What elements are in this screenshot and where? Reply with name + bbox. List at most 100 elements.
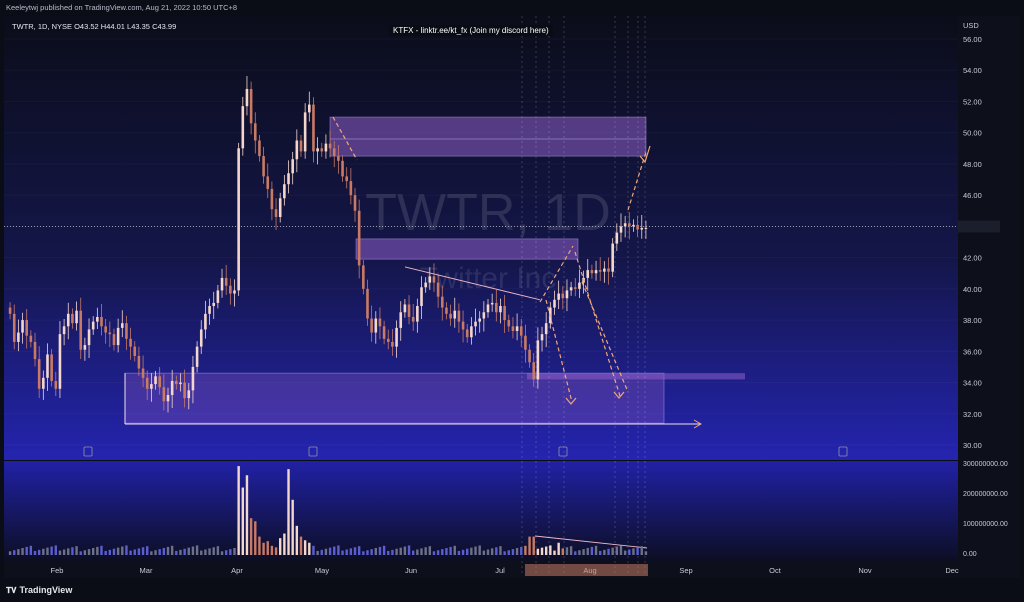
candle: [632, 219, 635, 232]
candle-body: [337, 156, 340, 161]
candle-body: [615, 232, 619, 244]
price-tick-label: 54.00: [963, 66, 982, 75]
candle-body: [445, 307, 448, 314]
volume-bar: [42, 548, 45, 555]
candle-body: [195, 346, 199, 367]
candle-body: [258, 140, 261, 157]
candle: [590, 264, 594, 279]
volume-bar: [29, 545, 33, 555]
volume-bar: [387, 550, 390, 555]
volume-bar: [532, 536, 535, 555]
candle-body: [503, 306, 506, 321]
candle: [33, 332, 37, 367]
price-scale-panel[interactable]: [958, 16, 1020, 562]
candle: [66, 302, 70, 340]
candle-body: [54, 380, 58, 389]
candle: [573, 278, 577, 297]
published-caption: Keeleytwj published on TradingView.com, …: [6, 3, 238, 12]
candle: [141, 355, 145, 388]
volume-bar: [241, 487, 245, 555]
candle: [565, 279, 569, 312]
candle-body: [212, 302, 216, 307]
candle-body: [83, 345, 87, 350]
candle-body: [133, 346, 137, 356]
candle: [241, 96, 245, 156]
candle-body: [150, 384, 153, 389]
symbol-ohlc-legend[interactable]: TWTR, 1D, NYSE O43.52 H44.01 L43.35 C43.…: [12, 22, 177, 31]
candle-body: [58, 334, 62, 389]
candle-body: [50, 354, 53, 381]
candle-body: [278, 198, 282, 218]
candle-body: [515, 326, 519, 332]
candle-body: [96, 316, 99, 322]
candle-body: [62, 326, 66, 335]
volume-bar: [549, 545, 552, 555]
candle-body: [519, 326, 523, 336]
candle-body: [411, 316, 415, 322]
candle: [532, 353, 536, 387]
candle-body: [362, 265, 365, 289]
candle-body: [640, 227, 644, 230]
candle: [407, 295, 411, 325]
candle-body: [374, 318, 378, 333]
candle: [598, 257, 602, 281]
candle-body: [125, 323, 128, 339]
candle-body: [453, 310, 457, 319]
candle-body: [644, 227, 648, 229]
volume-bar: [457, 550, 461, 555]
candle: [403, 298, 407, 318]
candle: [249, 81, 253, 135]
candle: [561, 286, 565, 310]
volume-bar: [183, 548, 186, 555]
time-tick-label: Jun: [405, 566, 417, 575]
volume-bar: [486, 549, 490, 555]
volume-bar: [270, 545, 274, 555]
volume-pane[interactable]: [4, 461, 958, 562]
candle-body: [87, 329, 91, 346]
volume-bar: [58, 550, 62, 555]
volume-bar: [337, 545, 340, 555]
volume-bar: [495, 547, 498, 555]
volume-bar: [303, 540, 307, 555]
candle-body: [399, 312, 403, 328]
volume-bar: [137, 548, 141, 555]
time-scale-panel[interactable]: [4, 562, 1020, 578]
volume-bar: [266, 541, 269, 555]
volume-bar: [586, 548, 589, 555]
volume-bar: [133, 549, 136, 555]
volume-bar: [249, 518, 253, 555]
volume-trendline: [534, 535, 648, 549]
candle-body: [120, 323, 124, 328]
candle-body: [66, 313, 70, 327]
volume-bar: [474, 546, 477, 555]
candle-body: [544, 323, 548, 335]
volume-bar: [353, 547, 357, 555]
candle-body: [424, 282, 427, 288]
volume-bar: [208, 548, 211, 555]
earnings-event-icon: [558, 446, 568, 457]
arrow-head: [613, 391, 625, 399]
volume-bar: [200, 550, 203, 555]
candle-body: [104, 326, 107, 333]
candle-body: [627, 223, 631, 227]
candle: [112, 328, 116, 351]
time-tick-label: Apr: [231, 566, 243, 575]
author-banner: KTFX - linktr.ee/kt_fx (Join my discord …: [389, 25, 553, 36]
candle: [21, 312, 24, 344]
candle: [8, 302, 12, 320]
volume-bar: [445, 548, 448, 555]
candle-body: [499, 306, 502, 313]
volume-bar: [436, 550, 440, 555]
volume-bar: [96, 546, 99, 555]
candle: [445, 302, 448, 320]
candle: [378, 307, 382, 340]
volume-bar: [478, 545, 481, 555]
price-pane[interactable]: [4, 16, 958, 460]
tradingview-logo[interactable]: 𝐓𝐕 TradingView: [6, 585, 72, 596]
candle-body: [486, 304, 490, 313]
candle-body: [237, 148, 240, 291]
candle-body: [274, 209, 278, 218]
candle: [83, 337, 87, 361]
candle-body: [482, 312, 486, 319]
